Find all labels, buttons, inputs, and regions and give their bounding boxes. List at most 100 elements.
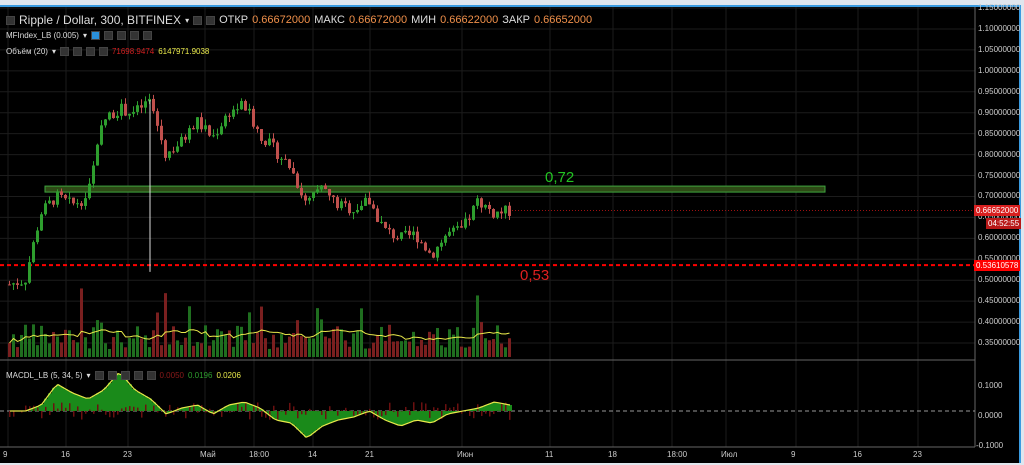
time-tick: 18:00 <box>667 450 687 459</box>
close-icon[interactable] <box>147 371 156 380</box>
candle-body <box>120 104 123 116</box>
volume-bar <box>388 325 391 357</box>
macd-histogram-bar <box>185 411 187 418</box>
macd-area <box>316 411 320 429</box>
volume-bar <box>48 343 51 357</box>
source-icon[interactable] <box>121 371 130 380</box>
macd-histogram-bar <box>397 411 399 417</box>
volume-bar <box>320 319 323 357</box>
eye-icon[interactable] <box>95 371 104 380</box>
candle-body <box>212 135 215 136</box>
volume-bar <box>412 332 415 357</box>
candle-body <box>40 214 43 230</box>
volume-bar <box>140 339 143 357</box>
macd-area <box>280 411 284 421</box>
macd-histogram-bar <box>81 411 83 420</box>
volume-bar <box>448 329 451 357</box>
macd-histogram-bar <box>241 407 243 411</box>
candle-body <box>112 112 115 118</box>
time-tick: Июл <box>721 450 737 459</box>
chevron-down-icon[interactable]: ▾ <box>86 371 90 380</box>
macd-histogram-bar <box>193 403 195 411</box>
chart-canvas[interactable] <box>0 7 1021 465</box>
macd-area <box>400 411 404 425</box>
add-icon[interactable] <box>130 31 139 40</box>
close-icon[interactable] <box>143 31 152 40</box>
macd-histogram-bar <box>101 410 103 411</box>
volume-bar <box>24 325 27 357</box>
macd-histogram-bar <box>413 402 415 411</box>
candle-body <box>332 196 335 198</box>
candle-body <box>68 198 71 199</box>
chevron-down-icon[interactable]: ▾ <box>83 31 87 40</box>
candle-body <box>468 219 471 220</box>
volume-bar <box>376 335 379 357</box>
candle-body <box>96 145 99 166</box>
time-tick: 14 <box>308 450 317 459</box>
source-icon[interactable] <box>117 31 126 40</box>
eye-icon[interactable] <box>60 47 69 56</box>
volume-bar <box>136 326 139 357</box>
eye-icon[interactable] <box>193 16 202 25</box>
price-tick: 1.15000000 <box>978 3 1020 12</box>
macd-histogram-bar <box>145 405 147 411</box>
macd-area <box>424 411 428 422</box>
macd-area <box>100 391 104 411</box>
candle-body <box>104 119 107 125</box>
add-icon[interactable] <box>134 371 143 380</box>
candle-body <box>72 198 75 204</box>
symbol-title[interactable]: Ripple / Dollar, 300, BITFINEX <box>19 13 181 27</box>
macd-histogram-bar <box>385 411 387 415</box>
chevron-down-icon[interactable]: ▾ <box>52 47 56 56</box>
candle-body <box>24 283 27 285</box>
macd-title[interactable]: MACDL_LB (5, 34, 5) <box>6 371 82 380</box>
candle-body <box>456 226 459 228</box>
price-tick: 0.85000000 <box>978 129 1020 138</box>
macd-histogram-bar <box>349 410 351 411</box>
time-tick: 21 <box>365 450 374 459</box>
volume-bar <box>468 347 471 357</box>
candle-body <box>232 110 235 117</box>
volume-bar <box>168 344 171 357</box>
candle-body <box>312 193 315 198</box>
volume-bar <box>100 323 103 357</box>
add-icon[interactable] <box>86 47 95 56</box>
macd-area <box>64 389 68 411</box>
close-icon[interactable] <box>99 47 108 56</box>
macd-histogram-bar <box>9 411 11 417</box>
macd-area <box>332 411 336 422</box>
candle-body <box>220 126 223 134</box>
gear-icon[interactable] <box>108 371 117 380</box>
macd-area <box>300 411 304 433</box>
macd-histogram-bar <box>89 410 91 411</box>
candle-body <box>28 262 31 283</box>
volume-bar <box>148 347 151 357</box>
gear-icon[interactable] <box>104 31 113 40</box>
eye-icon[interactable] <box>91 31 100 40</box>
volume-bar <box>176 340 179 357</box>
macd-histogram-bar <box>425 404 427 411</box>
time-tick: 16 <box>853 450 862 459</box>
macd-area <box>104 387 108 411</box>
mfi-title[interactable]: MFIndex_LB (0.005) <box>6 31 79 40</box>
volume-bar <box>416 346 419 357</box>
volume-bar <box>204 325 207 357</box>
macd-area <box>92 396 96 411</box>
macd-histogram-bar <box>77 406 79 411</box>
candle-body <box>84 198 87 206</box>
macd-histogram-bar <box>125 407 127 411</box>
candle-body <box>304 195 307 200</box>
macd-histogram-bar <box>297 411 299 418</box>
gear-icon[interactable] <box>206 16 215 25</box>
macd-histogram-bar <box>181 410 183 411</box>
support-price-tag: 0.53610578 <box>974 260 1020 271</box>
volume-bar <box>424 345 427 357</box>
macd-histogram-bar <box>389 403 391 411</box>
chevron-down-icon[interactable]: ▾ <box>185 16 189 25</box>
candle-body <box>12 283 15 284</box>
candle-body <box>296 173 299 187</box>
collapse-icon[interactable] <box>6 16 15 25</box>
gear-icon[interactable] <box>73 47 82 56</box>
candle-body <box>156 111 159 126</box>
volume-title[interactable]: Объём (20) <box>6 47 48 56</box>
